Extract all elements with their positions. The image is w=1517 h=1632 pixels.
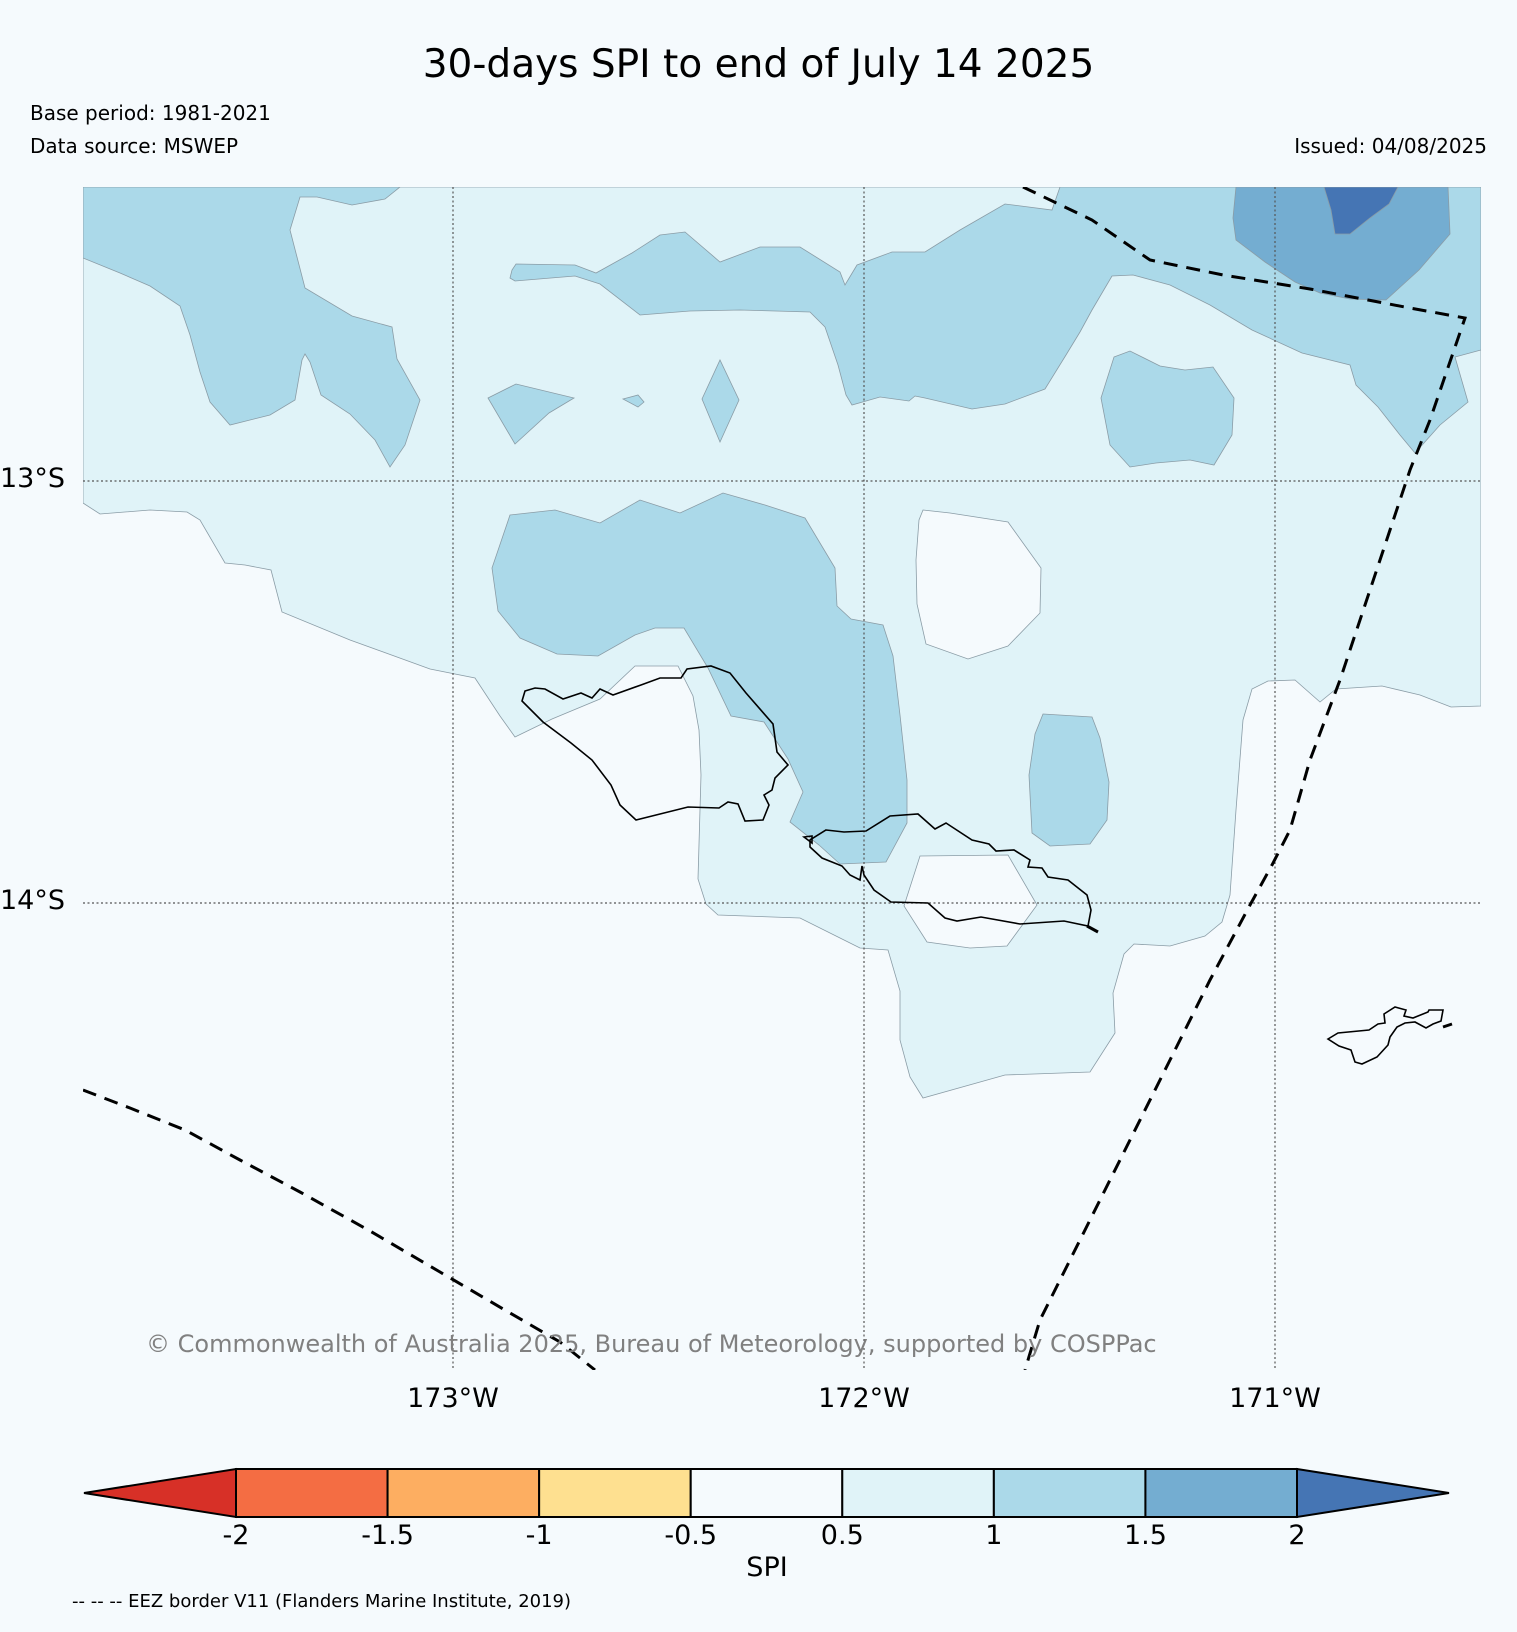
colorbar-segment [386, 1468, 541, 1518]
spi-region-1-to-1-5 [1028, 713, 1110, 847]
lon-label-172w: 172°W [818, 1383, 910, 1414]
colorbar-segment [841, 1468, 995, 1518]
spi-region-near-normal [903, 854, 1038, 949]
colorbar-segment [538, 1468, 692, 1518]
issued-date-text: Issued: 04/08/2025 [1294, 134, 1487, 158]
colorbar-tick-label: 2 [1288, 1520, 1306, 1551]
spi-region-1-5-to-2 [1232, 187, 1451, 301]
page-title: 30-days SPI to end of July 14 2025 [422, 42, 1095, 87]
spi-region-above-2 [1323, 187, 1399, 235]
colorbar-tick-label: -1.5 [361, 1520, 414, 1551]
colorbar-segment [689, 1468, 844, 1518]
coastline-manono [801, 835, 813, 845]
lon-label-171w: 171°W [1229, 1383, 1321, 1414]
eez-border-north [1022, 187, 1467, 1370]
coastline-tutuila [1326, 1006, 1444, 1065]
colorbar-segment [1144, 1468, 1299, 1518]
colorbar-tick-label: -1 [525, 1520, 553, 1551]
coastline-upolu [809, 813, 1092, 927]
spi-region-1-to-1-5 [509, 187, 1481, 454]
copyright-text: © Commonwealth of Australia 2025, Bureau… [146, 1330, 1157, 1358]
spi-region-1-to-1-5 [83, 187, 421, 468]
lat-label-13s: 13°S [0, 463, 65, 494]
lat-label-14s: 14°S [0, 885, 65, 916]
spi-region-1-to-1-5 [1100, 350, 1235, 468]
colorbar-label: SPI [746, 1552, 788, 1583]
colorbar-tick-label: -2 [222, 1520, 250, 1551]
base-period-text: Base period: 1981-2021 [30, 101, 271, 125]
colorbar-extend-high [1296, 1467, 1450, 1519]
spi-region-1-to-1-5 [487, 383, 576, 445]
eez-footnote: -- -- -- EEZ border V11 (Flanders Marine… [72, 1591, 572, 1612]
coastline-savaii [521, 665, 790, 822]
colorbar-segment [235, 1468, 389, 1518]
lon-label-173w: 173°W [407, 1383, 499, 1414]
spi-region-1-to-1-5 [491, 492, 908, 865]
eez-border-southwest [83, 1088, 596, 1370]
eez-border-upolu-east [1086, 924, 1099, 934]
colorbar-extend-low [83, 1467, 237, 1519]
eez-border-tutuila-east [1442, 1022, 1453, 1029]
colorbar-tick-label: -0.5 [664, 1520, 718, 1551]
data-source-text: Data source: MSWEP [30, 134, 239, 158]
spi-region-near-normal [915, 509, 1042, 660]
colorbar-tick-label: 1 [985, 1520, 1003, 1551]
colorbar-tick-label: 0.5 [820, 1520, 864, 1551]
spi-region-1-to-1-5 [701, 359, 740, 444]
colorbar-segment [992, 1468, 1147, 1518]
spi-region-1-to-1-5 [621, 394, 645, 408]
colorbar-tick-label: 1.5 [1123, 1520, 1167, 1551]
